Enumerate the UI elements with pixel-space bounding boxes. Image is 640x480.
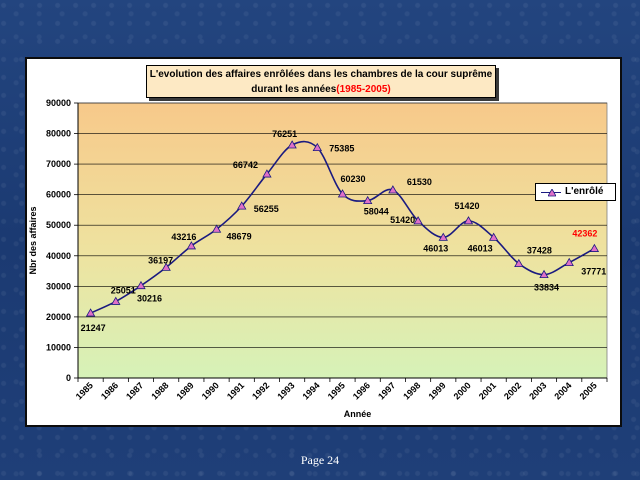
x-tick-label: 2000 bbox=[452, 380, 473, 401]
x-tick-label: 1993 bbox=[275, 380, 296, 401]
data-label: 43216 bbox=[171, 232, 196, 242]
data-label: 30216 bbox=[137, 294, 162, 304]
x-tick-label: 1987 bbox=[124, 380, 145, 401]
chart-title: L'evolution des affaires enrôlées dans l… bbox=[146, 65, 496, 98]
y-tick-label: 60000 bbox=[46, 190, 71, 200]
chart-legend: L'enrôlé bbox=[535, 183, 616, 201]
x-tick-label: 2005 bbox=[578, 380, 599, 401]
data-label: 46013 bbox=[468, 243, 493, 253]
data-point-marker bbox=[363, 195, 373, 205]
chart-title-line1: L'evolution des affaires enrôlées dans l… bbox=[149, 69, 493, 80]
data-label: 42362 bbox=[572, 229, 597, 239]
y-tick-label: 0 bbox=[66, 373, 71, 383]
data-label: 37771 bbox=[581, 267, 606, 277]
y-tick-label: 10000 bbox=[46, 342, 71, 352]
y-tick-label: 40000 bbox=[46, 251, 71, 261]
x-tick-label: 1990 bbox=[200, 380, 221, 401]
data-label: 37428 bbox=[527, 246, 552, 256]
x-tick-label: 1997 bbox=[376, 380, 397, 401]
data-label: 75385 bbox=[329, 144, 354, 154]
y-axis-title: Nbr des affaires bbox=[28, 206, 38, 274]
x-tick-label: 1986 bbox=[99, 380, 120, 401]
data-point-marker bbox=[463, 216, 474, 225]
data-label: 51420 bbox=[454, 201, 479, 211]
data-label: 61530 bbox=[407, 177, 432, 187]
x-tick-label: 2002 bbox=[502, 380, 523, 401]
data-point-marker bbox=[85, 308, 96, 317]
y-tick-label: 70000 bbox=[46, 159, 71, 169]
data-point-marker bbox=[111, 296, 121, 305]
x-tick-label: 1992 bbox=[250, 380, 271, 401]
data-label: 60230 bbox=[341, 174, 366, 184]
y-tick-label: 80000 bbox=[46, 129, 71, 139]
x-tick-label: 1985 bbox=[74, 380, 95, 401]
data-point-marker bbox=[413, 216, 423, 225]
x-axis-title: Année bbox=[344, 409, 372, 419]
data-point-marker bbox=[186, 241, 197, 250]
data-label: 58044 bbox=[364, 207, 389, 217]
data-point-marker bbox=[388, 185, 398, 194]
data-point-marker bbox=[438, 232, 448, 241]
x-tick-label: 1999 bbox=[426, 380, 447, 401]
data-point-marker bbox=[136, 280, 146, 290]
y-tick-label: 50000 bbox=[46, 220, 71, 230]
x-tick-label: 2001 bbox=[477, 380, 498, 401]
data-point-marker bbox=[262, 169, 272, 178]
data-label: 46013 bbox=[423, 243, 448, 253]
data-point-marker bbox=[287, 140, 297, 149]
x-tick-label: 1991 bbox=[225, 380, 246, 401]
data-label: 33834 bbox=[534, 283, 559, 293]
x-tick-label: 1998 bbox=[401, 380, 422, 401]
plot-area bbox=[77, 102, 608, 379]
data-point-marker bbox=[161, 262, 171, 271]
data-point-marker bbox=[237, 201, 247, 210]
legend-triangle-marker-icon bbox=[548, 189, 556, 197]
data-point-marker bbox=[337, 189, 348, 198]
data-label: 48679 bbox=[227, 231, 252, 241]
chart-title-prefix: durant les années bbox=[251, 84, 337, 95]
x-tick-label: 1995 bbox=[326, 380, 347, 401]
x-tick-label: 2003 bbox=[527, 380, 548, 401]
y-tick-label: 30000 bbox=[46, 281, 71, 291]
y-tick-label: 20000 bbox=[46, 312, 71, 322]
x-tick-label: 1994 bbox=[300, 380, 321, 401]
data-label: 76251 bbox=[272, 129, 297, 139]
chart-title-years: (1985-2005) bbox=[336, 84, 391, 95]
data-point-marker bbox=[211, 224, 222, 233]
x-tick-label: 1989 bbox=[175, 380, 196, 401]
x-tick-label: 2004 bbox=[552, 380, 573, 401]
data-point-marker bbox=[514, 258, 524, 268]
x-tick-label: 1988 bbox=[149, 380, 170, 401]
data-point-marker bbox=[312, 142, 322, 152]
legend-series-name: L'enrôlé bbox=[565, 186, 604, 197]
data-point-marker bbox=[488, 232, 499, 241]
data-label: 66742 bbox=[233, 160, 258, 170]
chart-title-line2: durant les années(1985-2005) bbox=[147, 82, 495, 97]
y-tick-label: 90000 bbox=[46, 98, 71, 108]
page-number: Page 24 bbox=[300, 453, 340, 467]
data-label: 56255 bbox=[254, 204, 279, 214]
data-label: 21247 bbox=[81, 323, 106, 333]
data-label: 51420 bbox=[390, 215, 415, 225]
x-tick-label: 1996 bbox=[351, 380, 372, 401]
data-label: 25051 bbox=[111, 285, 136, 295]
data-label: 36197 bbox=[148, 255, 173, 265]
data-point-marker bbox=[589, 243, 600, 252]
data-point-marker bbox=[564, 257, 574, 266]
data-point-marker bbox=[539, 269, 549, 279]
